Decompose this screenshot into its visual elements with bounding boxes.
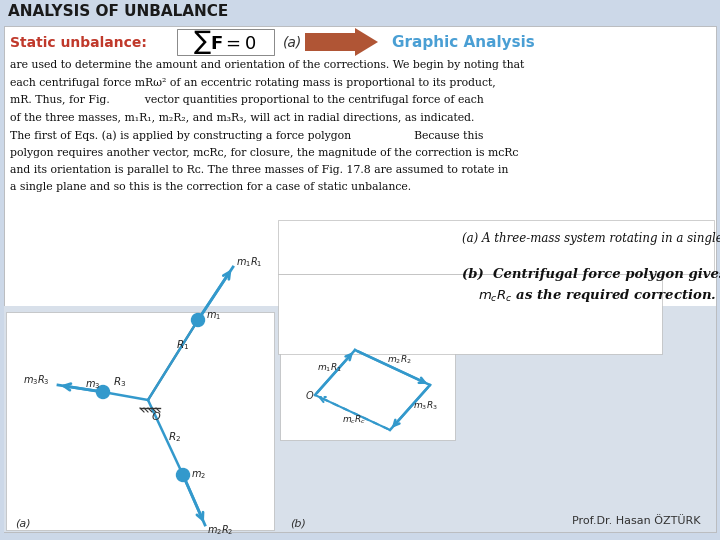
Text: $O$: $O$: [151, 410, 161, 422]
FancyBboxPatch shape: [6, 312, 274, 530]
Text: The first of Eqs. (a) is applied by constructing a force polygon                : The first of Eqs. (a) is applied by cons…: [10, 130, 483, 140]
Circle shape: [176, 469, 189, 482]
Text: $m_3$: $m_3$: [85, 379, 100, 391]
Text: $R_3$: $R_3$: [113, 375, 126, 389]
Text: mR. Thus, for Fig.          vector quantities proportional to the centrifugal fo: mR. Thus, for Fig. vector quantities pro…: [10, 95, 484, 105]
Text: (a): (a): [283, 35, 302, 49]
Text: Graphic Analysis: Graphic Analysis: [392, 35, 535, 50]
Text: $\sum\mathbf{F}=0$: $\sum\mathbf{F}=0$: [193, 28, 257, 56]
Text: $m_2$: $m_2$: [191, 469, 206, 481]
Circle shape: [192, 314, 204, 327]
Text: a single plane and so this is the correction for a case of static unbalance.: a single plane and so this is the correc…: [10, 183, 411, 192]
Text: (a) A three-mass system rotating in a single plane.: (a) A three-mass system rotating in a si…: [462, 232, 720, 245]
Text: ANALYSIS OF UNBALANCE: ANALYSIS OF UNBALANCE: [8, 4, 228, 19]
Text: (b)  Centrifugal force polygon gives: (b) Centrifugal force polygon gives: [462, 268, 720, 281]
FancyBboxPatch shape: [278, 220, 714, 274]
Text: and its orientation is parallel to Rᴄ. The three masses of Fig. 17.8 are assumed: and its orientation is parallel to Rᴄ. T…: [10, 165, 508, 175]
Text: $O$: $O$: [305, 389, 315, 401]
Text: $m_cR_c$ as the required correction.: $m_cR_c$ as the required correction.: [478, 287, 716, 304]
Text: $R_2$: $R_2$: [168, 430, 181, 444]
Text: each centrifugal force mRω² of an eccentric rotating mass is proportional to its: each centrifugal force mRω² of an eccent…: [10, 78, 496, 87]
Text: $m_3R_3$: $m_3R_3$: [413, 399, 438, 411]
Text: $R_1$: $R_1$: [176, 338, 189, 352]
Text: $m_1$: $m_1$: [206, 310, 221, 322]
Text: (b): (b): [290, 518, 306, 528]
FancyBboxPatch shape: [278, 274, 662, 354]
Text: $m_1R_1$: $m_1R_1$: [317, 362, 342, 375]
Circle shape: [96, 386, 109, 399]
Text: $m_2R_2$: $m_2R_2$: [207, 523, 233, 537]
FancyBboxPatch shape: [4, 26, 716, 532]
FancyBboxPatch shape: [4, 306, 716, 532]
Text: $m_cR_c$: $m_cR_c$: [342, 414, 366, 427]
Text: Static unbalance:: Static unbalance:: [10, 36, 147, 50]
FancyBboxPatch shape: [177, 29, 274, 55]
Text: $m_3R_3$: $m_3R_3$: [23, 373, 50, 387]
FancyBboxPatch shape: [280, 312, 455, 440]
Text: are used to determine the amount and orientation of the corrections. We begin by: are used to determine the amount and ori…: [10, 60, 524, 70]
Text: Prof.Dr. Hasan ÖZTÜRK: Prof.Dr. Hasan ÖZTÜRK: [572, 516, 700, 526]
Text: $m_2R_2$: $m_2R_2$: [387, 353, 412, 366]
Polygon shape: [305, 28, 378, 56]
Text: $m_1R_1$: $m_1R_1$: [236, 255, 263, 269]
Text: (a): (a): [15, 518, 31, 528]
Text: polygon requires another vector, mᴄRᴄ, for closure, the magnitude of the correct: polygon requires another vector, mᴄRᴄ, f…: [10, 147, 518, 158]
Text: of the three masses, m₁R₁, m₂R₂, and m₃R₃, will act in radial directions, as ind: of the three masses, m₁R₁, m₂R₂, and m₃R…: [10, 112, 474, 123]
